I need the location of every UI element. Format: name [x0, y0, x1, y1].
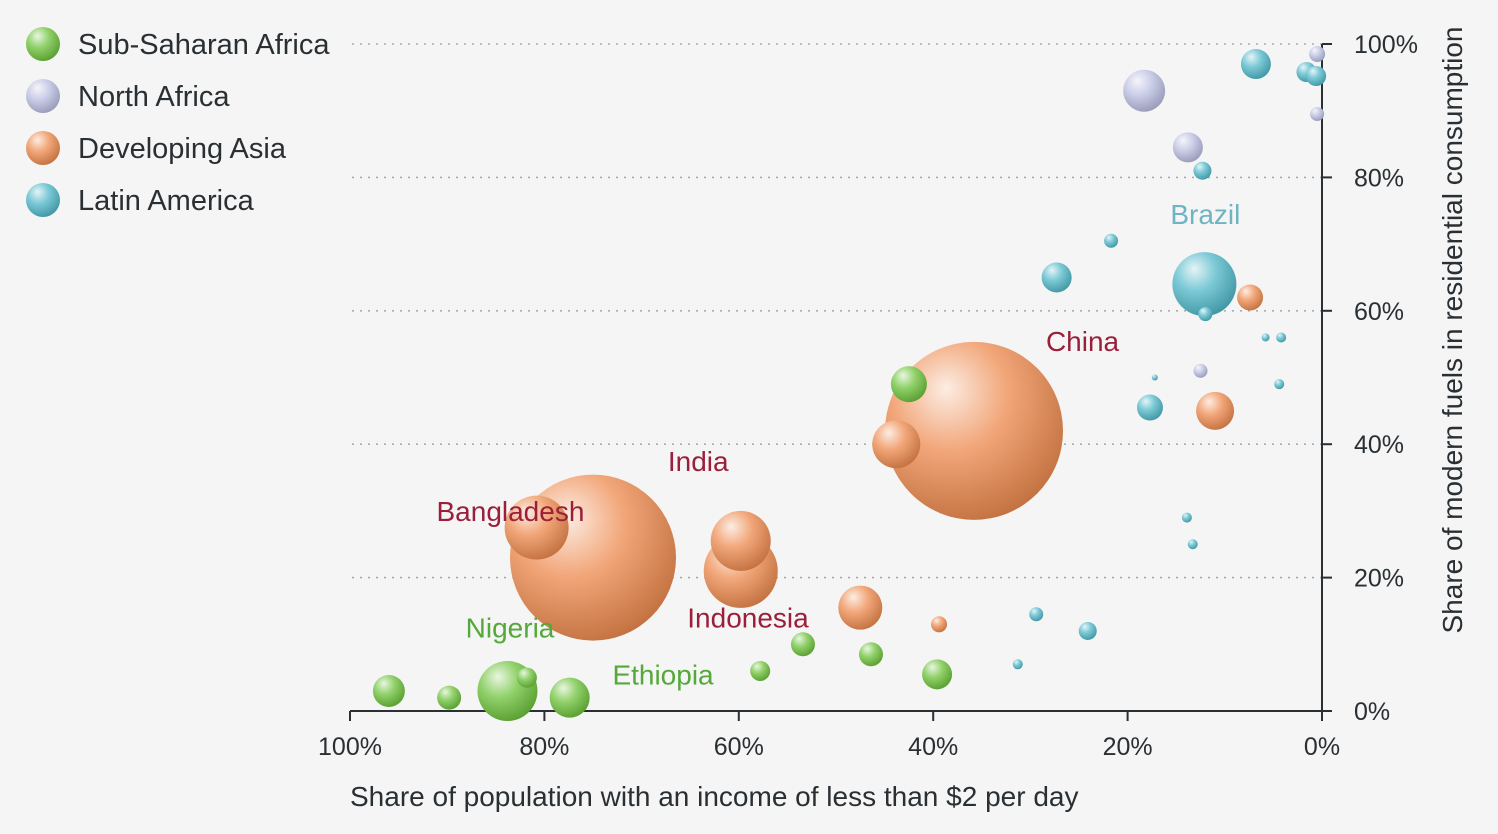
label-brazil: Brazil [1170, 199, 1240, 230]
bubble-developing-asia [710, 510, 771, 571]
x-tick-label: 40% [908, 733, 958, 761]
legend-label-latin-america: Latin America [78, 185, 255, 217]
bubble-sub-saharan-africa [922, 659, 953, 690]
bubble-north-africa [1310, 107, 1325, 122]
bubble-latin-america [1078, 621, 1097, 640]
y-tick-label: 100% [1354, 31, 1418, 59]
legend-swatch-north-africa [26, 79, 60, 113]
bubble-sub-saharan-africa [372, 674, 405, 707]
label-nigeria: Nigeria [466, 613, 555, 644]
x-tick-label: 100% [318, 733, 382, 761]
bubble-latin-america [1306, 66, 1327, 87]
x-tick-label: 20% [1103, 733, 1153, 761]
country-labels: China India Bangladesh Indonesia Brazil Niger… [437, 199, 1241, 690]
bubble-latin-america [1029, 607, 1044, 622]
label-india: India [668, 446, 729, 477]
bubble-latin-america [1274, 379, 1285, 390]
bubble-developing-asia [1237, 284, 1264, 311]
x-tick-label: 60% [714, 733, 764, 761]
x-tick-label: 80% [519, 733, 569, 761]
bubble-sub-saharan-africa [437, 685, 462, 710]
label-china: China [1046, 326, 1120, 357]
bubble-latin-america [1198, 307, 1213, 322]
bubbles [372, 46, 1327, 721]
bubble-sub-saharan-africa [890, 366, 927, 403]
bubble-latin-america [1041, 262, 1072, 293]
legend-swatch-sub-saharan-africa [26, 27, 60, 61]
bubble-sub-saharan-africa [549, 677, 590, 718]
bubble-north-africa [1193, 363, 1208, 378]
label-bangladesh: Bangladesh [437, 496, 585, 527]
bubble-latin-america [1240, 49, 1271, 80]
legend: Sub-Saharan Africa North Africa Developing… [26, 27, 330, 217]
legend-label-developing-asia: Developing Asia [78, 133, 287, 165]
bubble-latin-america [1276, 332, 1287, 343]
y-tick-label: 0% [1354, 698, 1390, 726]
x-tick-label: 0% [1304, 733, 1340, 761]
bubble-north-africa [1309, 46, 1326, 63]
bubble-north-africa [1172, 132, 1203, 163]
bubble-latin-america [1012, 659, 1023, 670]
y-axis-title: Share of modern fuels in residential con… [1437, 26, 1468, 633]
bubble-developing-asia [872, 420, 921, 469]
bubble-sub-saharan-africa [790, 632, 815, 657]
y-tick-label: 60% [1354, 298, 1404, 326]
x-axis-title: Share of population with an income of le… [350, 781, 1078, 812]
bubble-developing-asia [931, 616, 948, 633]
bubble-developing-asia [885, 341, 1064, 520]
bubble-developing-asia [838, 585, 883, 630]
bubble-north-africa [1123, 69, 1166, 112]
label-indonesia: Indonesia [687, 603, 809, 634]
legend-label-north-africa: North Africa [78, 81, 230, 113]
legend-swatch-latin-america [26, 183, 60, 217]
bubble-latin-america [1172, 252, 1237, 317]
bubble-sub-saharan-africa [516, 667, 537, 688]
bubble-latin-america [1104, 233, 1119, 248]
label-ethiopia: Ethiopia [612, 659, 714, 690]
y-tick-label: 40% [1354, 431, 1404, 459]
tick-labels: 0% 20% 40% 60% 80% 100% 100% 80% 60% 40% 20% 0% [318, 31, 1418, 761]
bubble-developing-asia [504, 495, 569, 560]
bubble-sub-saharan-africa [750, 660, 771, 681]
bubble-sub-saharan-africa [858, 642, 883, 667]
legend-swatch-developing-asia [26, 131, 60, 165]
bubble-latin-america [1181, 512, 1192, 523]
bubble-latin-america [1151, 374, 1158, 381]
bubble-latin-america [1136, 394, 1163, 421]
bubble-developing-asia [1196, 391, 1235, 430]
y-tick-label: 80% [1354, 164, 1404, 192]
bubble-latin-america [1261, 333, 1270, 342]
bubble-latin-america [1187, 539, 1198, 550]
y-tick-label: 20% [1354, 565, 1404, 593]
bubble-latin-america [1193, 161, 1212, 180]
legend-label-sub-saharan-africa: Sub-Saharan Africa [78, 29, 330, 61]
